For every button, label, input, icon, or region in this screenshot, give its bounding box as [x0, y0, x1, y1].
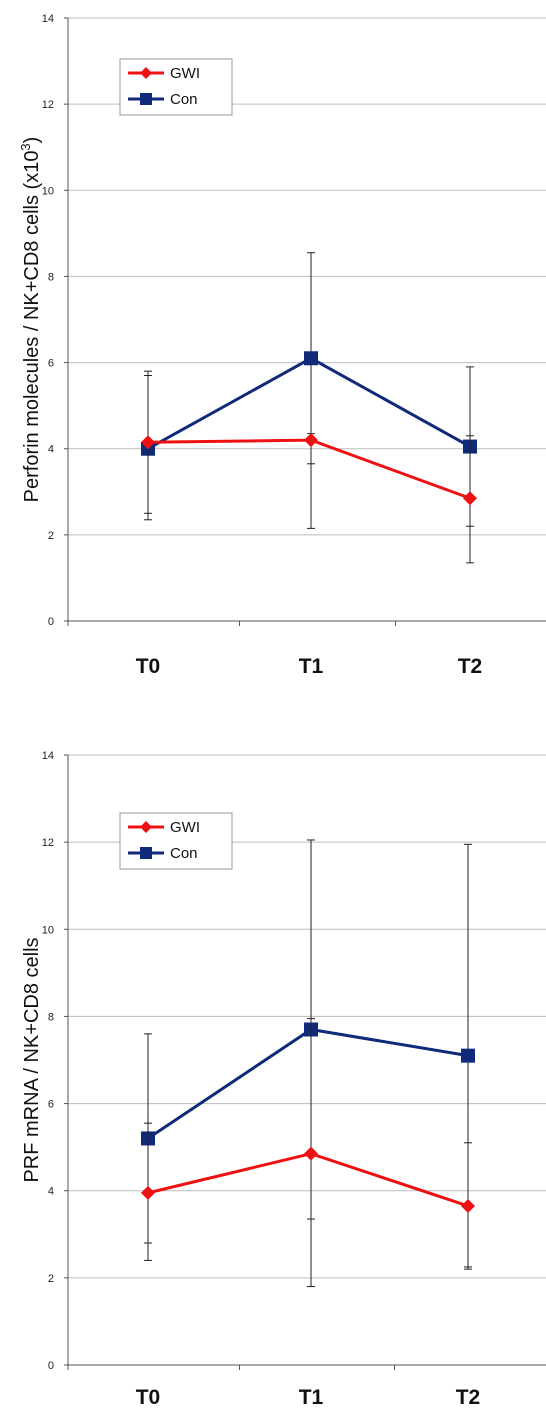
x-category-label: T1	[299, 655, 324, 678]
y-tick-label: 14	[42, 750, 54, 762]
y-tick-label: 0	[48, 616, 54, 628]
y-tick-label: 12	[42, 837, 54, 849]
legend-label-gwi: GWI	[170, 65, 200, 82]
data-point-gwi	[461, 1198, 475, 1213]
legend-marker-con	[140, 847, 152, 859]
y-axis-title-main: PRF mRNA / NK+CD8 cells	[21, 937, 43, 1182]
data-point-gwi	[141, 435, 155, 450]
y-axis-title-main: Perforin molecules / NK+CD8 cells (x10	[21, 151, 43, 503]
y-axis-title-end: )	[21, 137, 43, 144]
data-point-gwi	[304, 1146, 318, 1161]
y-tick-label: 14	[42, 13, 54, 25]
legend-label-con: Con	[170, 91, 198, 108]
y-tick-label: 8	[48, 271, 54, 283]
chart-prf-mrna-svg: 0 2 4 6 8 10 12 14 T0 T1 T2 PRF mRNA / NK+CD8 cells…	[21, 750, 546, 1409]
data-point-gwi	[141, 1185, 155, 1200]
data-point-con	[304, 351, 318, 366]
y-tick-label: 2	[48, 530, 54, 542]
y-tick-label: 4	[48, 1186, 54, 1198]
y-tick-label: 6	[48, 358, 54, 370]
y-axis-title: Perforin molecules / NK+CD8 cells (x103)	[18, 137, 43, 503]
y-tick-label: 2	[48, 1273, 54, 1285]
data-point-gwi	[463, 491, 477, 506]
data-point-gwi	[304, 433, 318, 448]
x-category-label: T0	[136, 1386, 161, 1409]
legend-marker-con	[140, 93, 152, 105]
data-point-con	[461, 1048, 475, 1063]
y-tick-label: 12	[42, 99, 54, 111]
series-line-gwi	[147, 1152, 469, 1208]
legend-marker-gwi	[140, 67, 152, 79]
y-axis-title-superscript: 3	[18, 143, 33, 150]
legend-box	[119, 58, 233, 116]
x-category-label: T1	[299, 1386, 324, 1409]
x-category-label: T2	[456, 1386, 481, 1409]
y-tick-label: 10	[42, 185, 54, 197]
chart-perforin-molecules: 0 2 4 6 8 10 12 14 T0 T1 T2 Perforin molecules / NK…	[0, 0, 546, 700]
y-tick-label: 10	[42, 924, 54, 936]
chart-perforin-svg: 0 2 4 6 8 10 12 14 T0 T1 T2 Perforin molecules / NK…	[18, 13, 546, 678]
legend-label-gwi: GWI	[170, 819, 200, 836]
legend-box	[119, 812, 233, 870]
legend-label-con: Con	[170, 845, 198, 862]
series-line-con	[147, 1027, 469, 1140]
y-tick-label: 4	[48, 444, 54, 456]
legend-marker-gwi	[140, 821, 152, 833]
y-tick-label: 0	[48, 1360, 54, 1372]
y-tick-label: 6	[48, 1099, 54, 1111]
x-category-label: T2	[458, 655, 483, 678]
y-axis-title: PRF mRNA / NK+CD8 cells	[21, 937, 43, 1182]
x-category-label: T0	[136, 655, 161, 678]
chart-prf-mrna: 0 2 4 6 8 10 12 14 T0 T1 T2 PRF mRNA / NK+CD8 cells…	[0, 740, 546, 1416]
y-tick-label: 8	[48, 1011, 54, 1023]
